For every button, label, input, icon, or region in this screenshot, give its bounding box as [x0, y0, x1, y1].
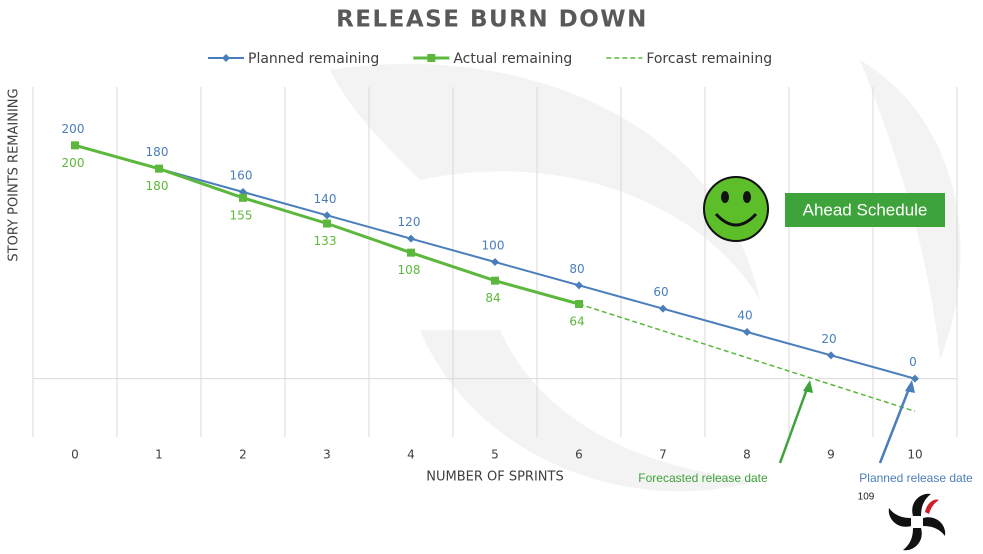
data-label: 200 — [62, 122, 85, 136]
page-number: 109 — [858, 492, 875, 503]
legend-label: Planned remaining — [248, 51, 379, 67]
annotation: Forecasted release date — [638, 471, 768, 485]
data-label: 84 — [485, 291, 500, 305]
data-label: 133 — [314, 234, 337, 248]
point — [491, 277, 499, 285]
data-label: 64 — [569, 315, 584, 329]
x-tick-label: 7 — [659, 448, 667, 462]
legend-label: Forcast remaining — [646, 51, 772, 67]
x-tick-label: 4 — [407, 448, 415, 462]
data-label: 140 — [314, 192, 337, 206]
point — [71, 141, 79, 149]
x-tick-label: 1 — [155, 448, 163, 462]
x-axis-title: NUMBER OF SPRINTS — [426, 470, 563, 485]
annotation: Planned release date — [859, 471, 973, 485]
data-label: 120 — [398, 215, 421, 229]
point — [239, 194, 247, 202]
legend-marker — [427, 54, 435, 62]
data-label: 160 — [230, 169, 253, 183]
legend: Planned remaining Actual remaining Forcast… — [208, 51, 772, 67]
data-label: 180 — [146, 179, 169, 193]
data-label: 80 — [569, 262, 584, 276]
data-label: 20 — [821, 332, 836, 346]
data-label: 100 — [482, 239, 505, 253]
data-label: 0 — [909, 355, 917, 369]
smiley — [704, 177, 768, 241]
data-label: 155 — [230, 208, 253, 222]
point — [407, 249, 415, 257]
y-axis-title: STORY POINTS REMAINING — [7, 88, 22, 261]
point — [323, 220, 331, 228]
x-tick-label: 10 — [907, 448, 922, 462]
data-label: 200 — [62, 156, 85, 170]
status-label: Ahead Schedule — [803, 200, 928, 219]
data-label: 108 — [398, 263, 421, 277]
x-tick-label: 3 — [323, 448, 331, 462]
x-tick-label: 0 — [71, 448, 79, 462]
data-label: 40 — [737, 309, 752, 323]
point — [155, 165, 163, 173]
x-tick-label: 2 — [239, 448, 247, 462]
legend-label: Actual remaining — [453, 51, 572, 67]
x-tick-label: 6 — [575, 448, 583, 462]
chart-title: RELEASE BURN DOWN — [336, 7, 648, 33]
x-tick-label: 5 — [491, 448, 499, 462]
data-label: 180 — [146, 145, 169, 159]
slide: RELEASE BURN DOWN Planned remaining Actua… — [0, 0, 983, 554]
data-label: 60 — [653, 285, 668, 299]
x-tick-label: 8 — [743, 448, 751, 462]
x-tick-label: 9 — [827, 448, 835, 462]
